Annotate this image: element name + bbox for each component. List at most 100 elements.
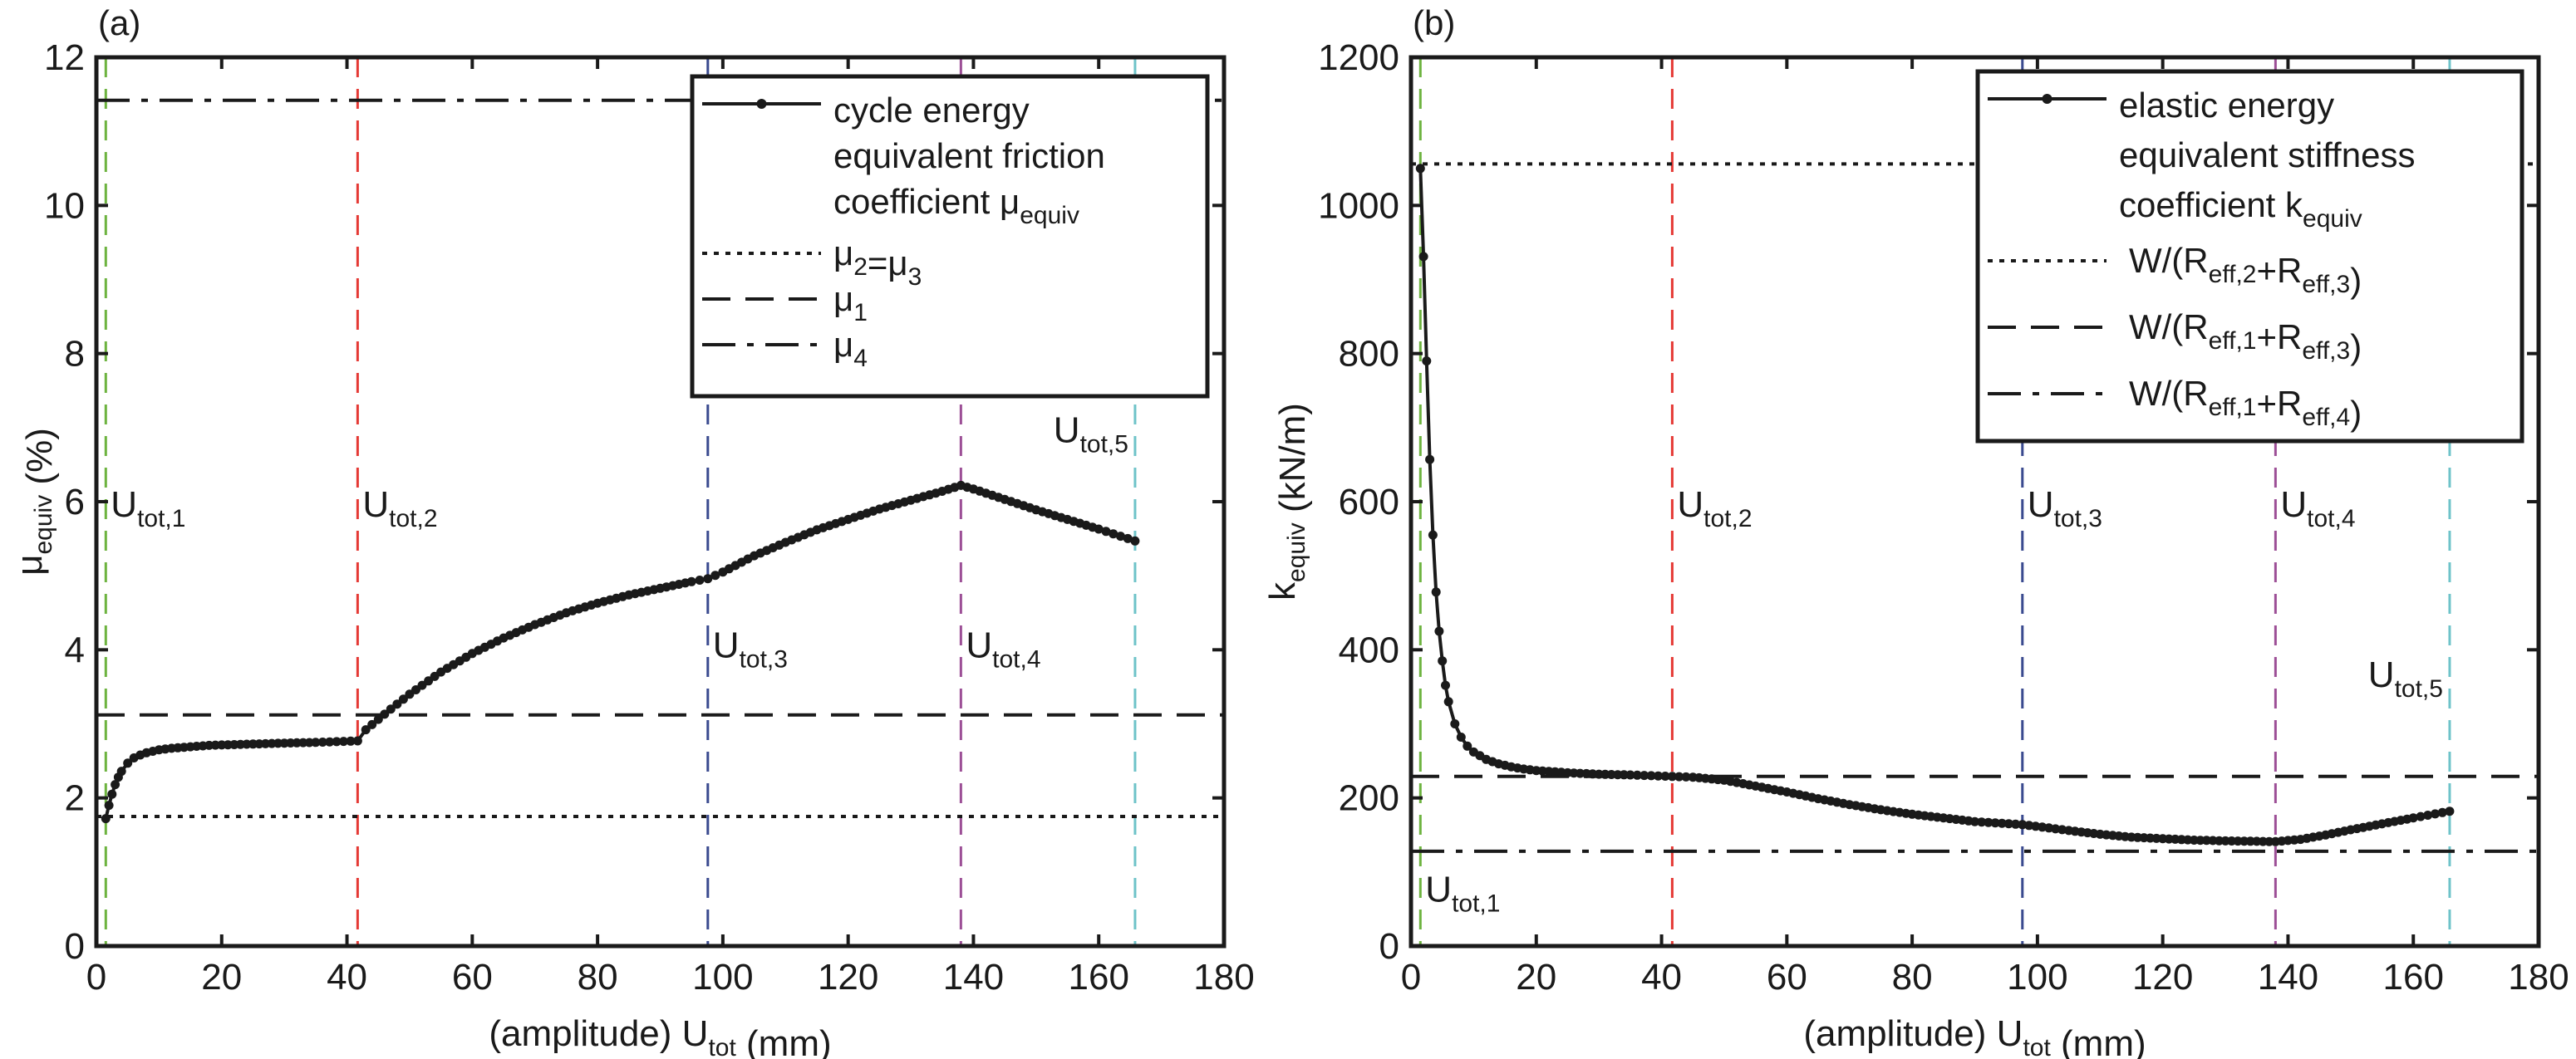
data-point xyxy=(1116,532,1125,542)
marker-label-u-tot-2-sub: tot,2 xyxy=(1703,505,1752,532)
y-tick-label: 6 xyxy=(65,482,85,522)
legend-ref-label-main: +R xyxy=(2256,317,2302,356)
marker-label-u-tot-5-main: U xyxy=(2368,655,2395,695)
marker-label-u-tot-2-sub: tot,2 xyxy=(389,505,437,532)
data-point xyxy=(2416,811,2426,821)
data-point xyxy=(1130,536,1140,546)
legend-ref-label-sub: eff,1 xyxy=(2209,394,2257,421)
legend-ref-label-sub: eff,4 xyxy=(2302,404,2350,431)
data-point xyxy=(1428,530,1438,540)
x-tick-label: 100 xyxy=(692,957,753,998)
y-axis-title-main: (kN/m) xyxy=(1272,403,1313,522)
x-tick-label: 180 xyxy=(2508,957,2569,998)
x-tick-label: 40 xyxy=(327,957,367,998)
legend-ref-label-sub: 3 xyxy=(908,263,922,291)
data-point xyxy=(107,789,117,799)
legend-series-label-line-main: coefficient k xyxy=(2119,185,2303,224)
legend-ref-label-main: μ xyxy=(833,325,853,364)
data-point xyxy=(1646,771,1656,781)
legend-box xyxy=(690,74,1210,399)
marker-label-u-tot-2-main: U xyxy=(362,484,389,525)
y-tick-label: 1200 xyxy=(1318,37,1399,78)
y-axis-title: kequiv (kN/m) xyxy=(1262,403,1313,601)
marker-label-u-tot-3-main: U xyxy=(2028,484,2054,525)
marker-label-u-tot-4-sub: tot,4 xyxy=(2307,505,2355,532)
legend-series-label-line-main: cycle energy xyxy=(833,91,1030,130)
marker-label-u-tot-1-sub: tot,1 xyxy=(137,505,185,532)
x-tick-label: 140 xyxy=(943,957,1004,998)
legend-ref-label-sub: 4 xyxy=(853,345,868,372)
data-point xyxy=(1456,733,1466,742)
marker-label-u-tot-5-sub: tot,5 xyxy=(1080,431,1128,458)
data-point xyxy=(2038,822,2048,832)
y-axis-title-sub: equiv xyxy=(1283,522,1310,582)
marker-label-u-tot-1-main: U xyxy=(111,484,137,525)
x-tick-label: 60 xyxy=(1767,957,1807,998)
data-point xyxy=(1463,741,1472,751)
legend-ref-label-main: ) xyxy=(2350,327,2362,366)
data-point xyxy=(380,709,390,719)
x-tick-label: 0 xyxy=(86,957,106,998)
y-tick-label: 12 xyxy=(44,37,85,78)
series-points xyxy=(101,480,1140,824)
data-point xyxy=(104,801,114,811)
legend-sample-marker xyxy=(756,99,767,109)
marker-label-u-tot-3-main: U xyxy=(713,625,740,665)
data-point xyxy=(1450,719,1460,728)
data-point xyxy=(123,758,133,768)
y-tick-label: 1000 xyxy=(1318,185,1399,226)
x-axis-title-sub: tot xyxy=(708,1034,736,1059)
legend-ref-label: μ2=μ3 xyxy=(833,233,922,291)
legend-ref-label-sub: eff,3 xyxy=(2302,271,2350,298)
y-axis-title-sub: equiv xyxy=(30,495,57,555)
marker-label-u-tot-5-sub: tot,5 xyxy=(2395,675,2443,703)
legend-ref-label: μ4 xyxy=(833,325,868,372)
data-point xyxy=(317,738,327,747)
legend-ref-label-main: μ xyxy=(833,233,853,272)
x-tick-label: 100 xyxy=(2007,957,2067,998)
data-point xyxy=(346,736,356,746)
data-point xyxy=(1425,454,1435,464)
marker-label-u-tot-4: Utot,4 xyxy=(966,625,1040,673)
data-point xyxy=(1123,533,1133,543)
data-point xyxy=(1632,770,1642,780)
data-point xyxy=(1660,772,1670,781)
marker-label-u-tot-1-main: U xyxy=(1425,870,1452,910)
data-point xyxy=(1434,626,1444,636)
marker-label-u-tot-4-sub: tot,4 xyxy=(992,645,1040,673)
legend-series-label-line: equivalent friction xyxy=(833,136,1105,175)
data-point xyxy=(2445,807,2455,816)
legend-ref-label-main: W/(R xyxy=(2129,374,2209,413)
legend-series-label-line: coefficient μequiv xyxy=(833,182,1079,229)
data-point xyxy=(111,780,120,790)
data-point xyxy=(2431,809,2440,819)
legend-ref-label-main: μ xyxy=(833,279,853,318)
legend-ref-label-sub: eff,1 xyxy=(2209,327,2257,355)
legend-ref-label-sub: eff,2 xyxy=(2209,261,2257,288)
legend-ref-label-main: +R xyxy=(2256,384,2302,423)
x-axis-title-main: (amplitude) U xyxy=(1803,1013,2023,1054)
y-tick-label: 0 xyxy=(1379,926,1399,967)
data-point xyxy=(2057,825,2067,835)
data-point xyxy=(2423,811,2433,820)
y-tick-label: 10 xyxy=(44,185,85,226)
legend-series-label-line: coefficient kequiv xyxy=(2119,185,2362,233)
data-point xyxy=(1654,771,1663,781)
marker-label-u-tot-5: Utot,5 xyxy=(1054,410,1128,458)
data-point xyxy=(703,574,713,584)
marker-label-u-tot-4-main: U xyxy=(966,625,992,665)
x-tick-label: 160 xyxy=(2383,957,2444,998)
marker-label-u-tot-3: Utot,3 xyxy=(2028,484,2102,532)
marker-label-u-tot-5: Utot,5 xyxy=(2368,655,2443,703)
marker-label-u-tot-2: Utot,2 xyxy=(362,484,437,532)
x-tick-label: 120 xyxy=(818,957,878,998)
legend-ref-label: W/(Reff,2+Reff,3) xyxy=(2129,241,2362,300)
marker-label-u-tot-5-main: U xyxy=(1054,410,1080,451)
legend-ref-label: W/(Reff,1+Reff,4) xyxy=(2129,374,2362,433)
legend-ref-label-main: ) xyxy=(2350,394,2362,433)
marker-label-u-tot-4: Utot,4 xyxy=(2280,484,2355,532)
y-tick-label: 4 xyxy=(65,630,85,670)
y-axis-title-main: μ xyxy=(9,555,50,576)
